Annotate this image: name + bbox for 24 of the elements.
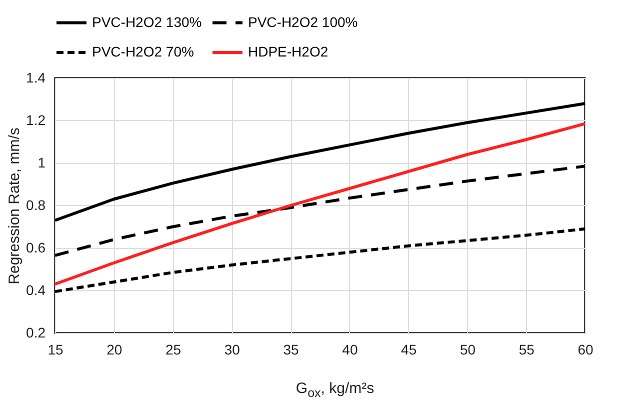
x-tick-label: 15 [48, 342, 64, 358]
legend-label: HDPE-H2O2 [248, 44, 328, 60]
y-tick-label: 1.2 [26, 112, 46, 128]
y-tick-label: 1 [38, 154, 46, 170]
line-series [54, 122, 586, 286]
x-tick-label: 25 [165, 342, 182, 358]
y-tick-label: 0.8 [26, 197, 46, 213]
legend-label: PVC-H2O2 130% [92, 14, 202, 30]
y-tick-label: 0.4 [26, 282, 46, 298]
x-tick-label: 50 [460, 342, 476, 358]
x-tick-label: 35 [283, 342, 300, 358]
y-tick-label: 0.2 [26, 324, 46, 340]
y-tick-label: 1.4 [26, 70, 46, 86]
legend-label: PVC-H2O2 100% [248, 14, 358, 30]
y-tick-label: 0.6 [26, 240, 46, 256]
x-tick-label: 55 [518, 342, 535, 358]
x-tick-label: 60 [578, 342, 594, 358]
y-axis-title: Regression Rate, mm/s [6, 128, 24, 284]
x-tick-label: 45 [401, 342, 417, 358]
legend-label: PVC-H2O2 70% [92, 44, 194, 60]
x-tick-label: 40 [342, 342, 358, 358]
x-tick-label: 20 [106, 342, 122, 358]
x-tick-label: 30 [224, 342, 240, 358]
x-axis-title: G$_{ox}$, kg/m²s [294, 380, 376, 400]
